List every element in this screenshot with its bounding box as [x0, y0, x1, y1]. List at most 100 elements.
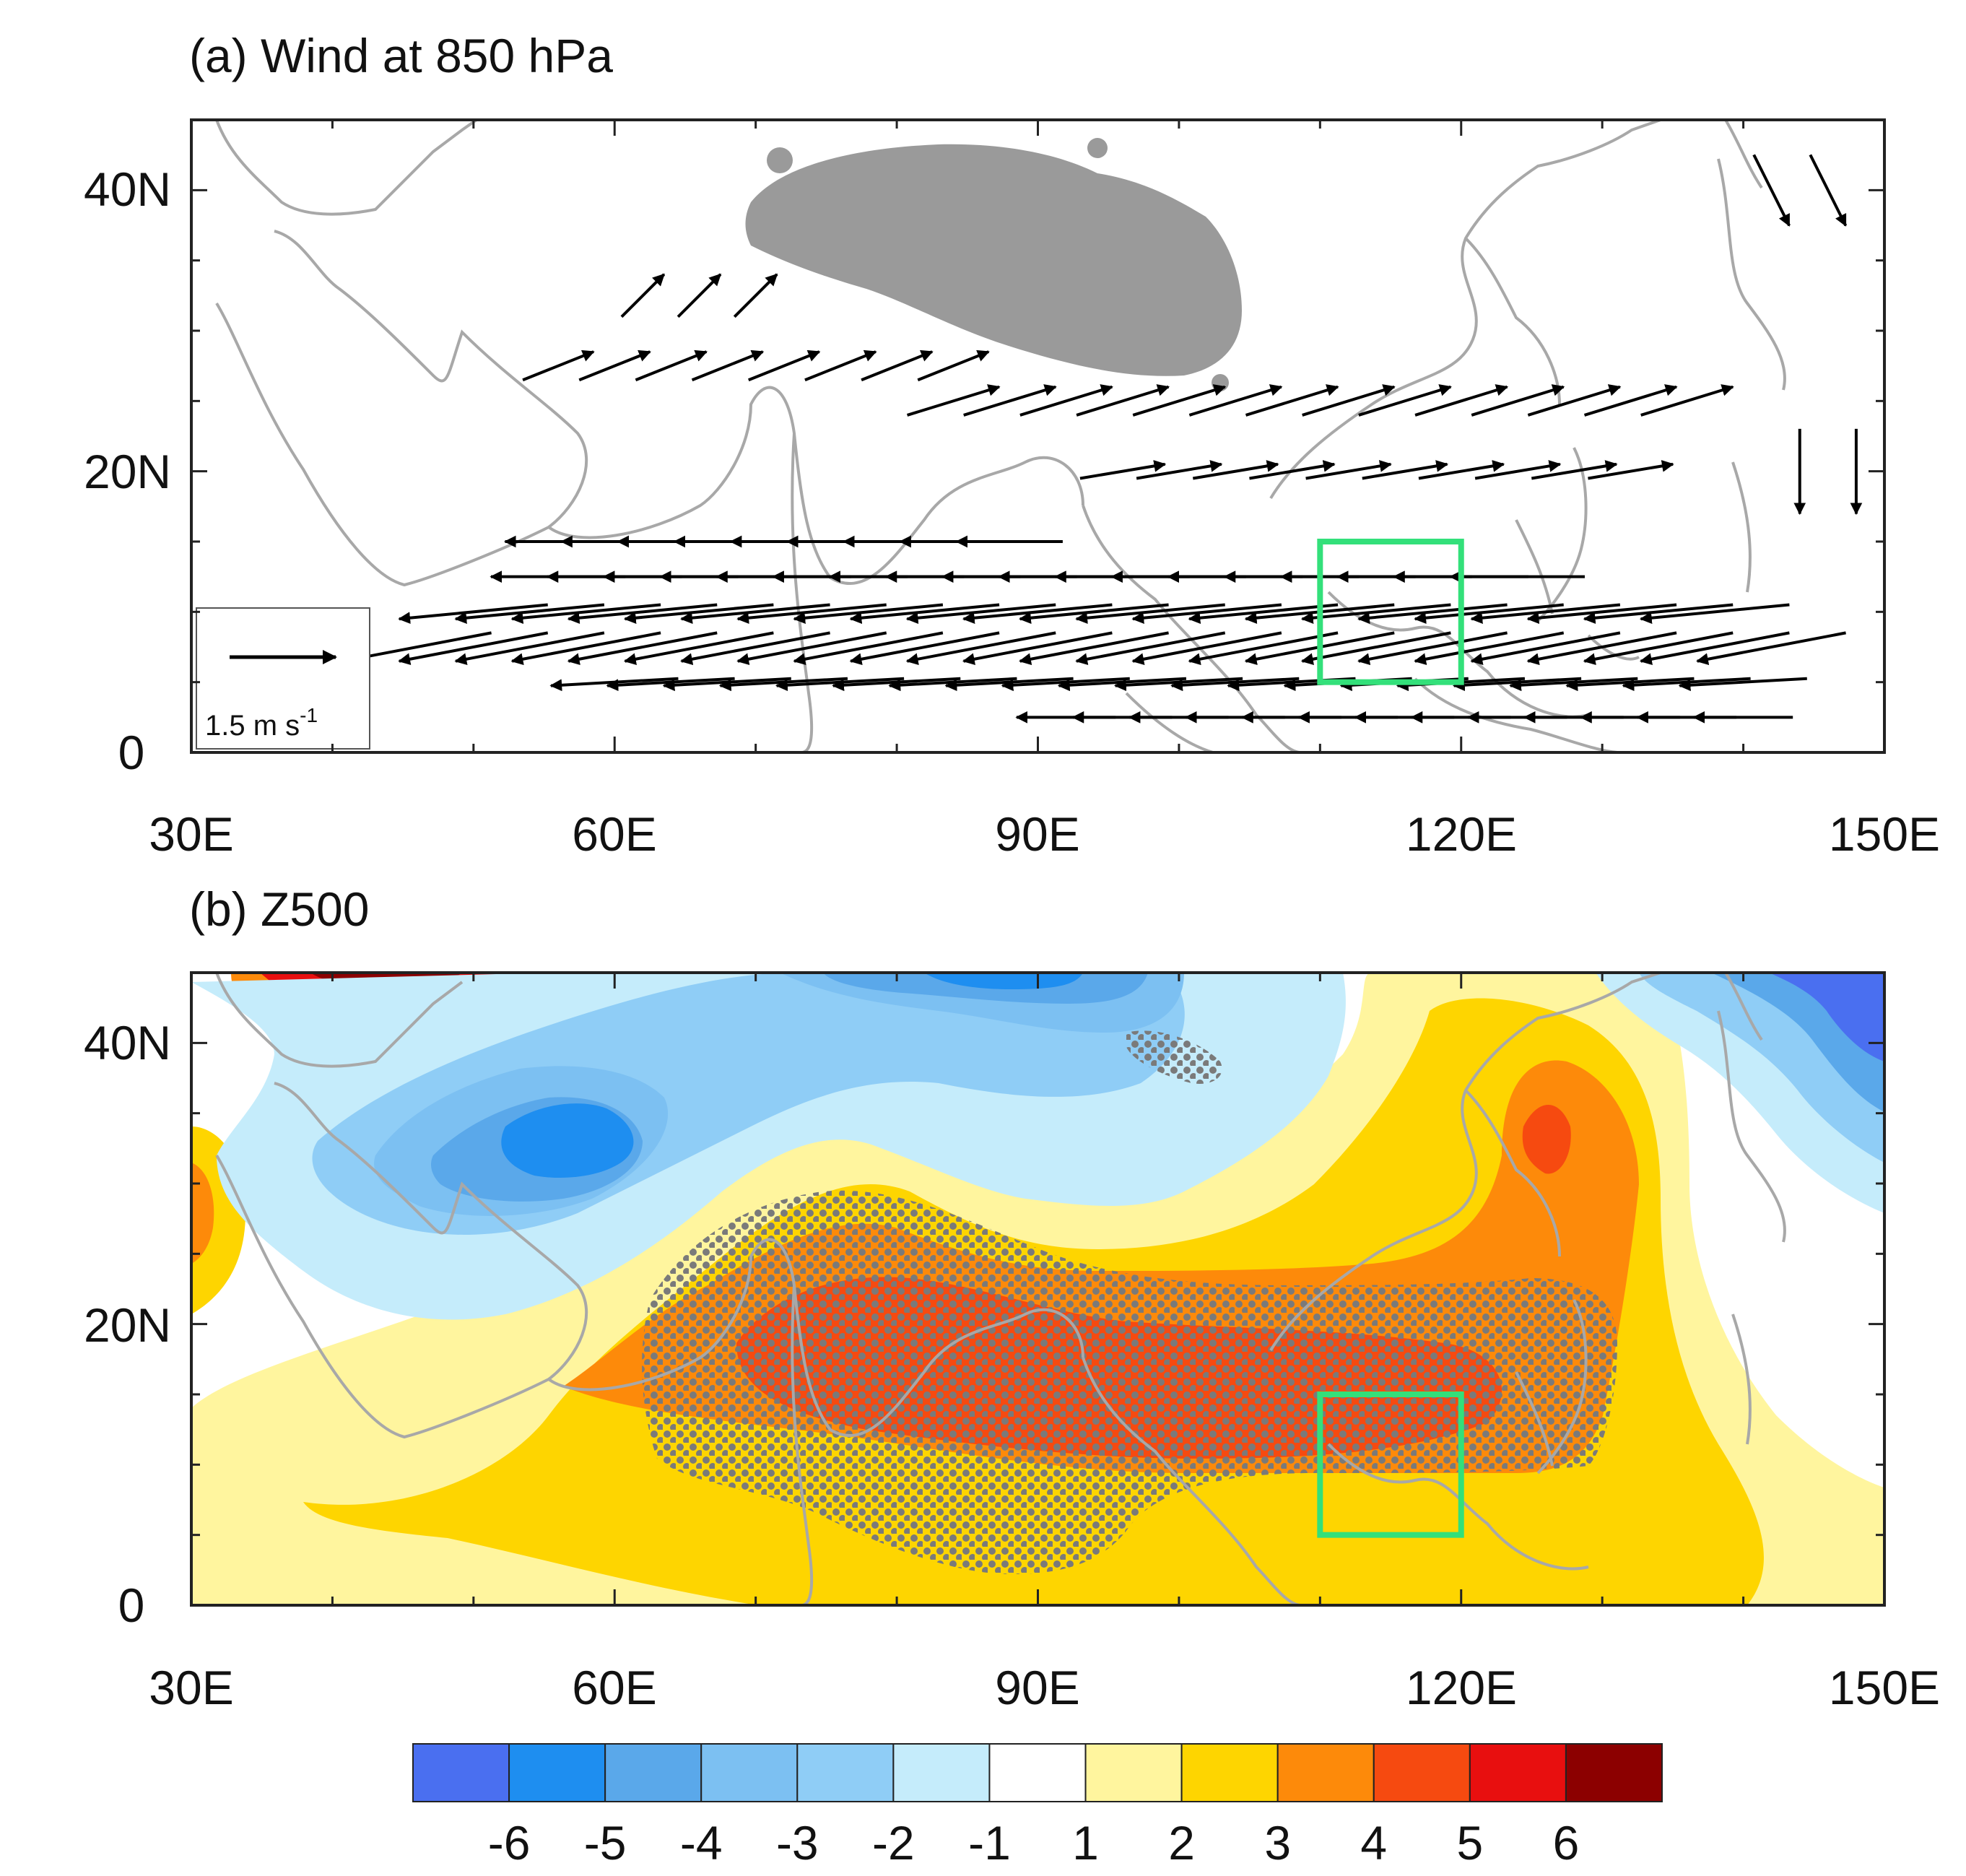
wind-vector [1019, 631, 1169, 666]
wind-vector [454, 603, 605, 625]
anomaly-west-edge-core [191, 1163, 214, 1264]
colorbar-swatch [1469, 1743, 1567, 1802]
wind-vector [1470, 631, 1621, 666]
anomaly-level-4-north [1522, 1105, 1571, 1174]
reference-vector-legend: 1.5 m s-1 [196, 607, 370, 750]
panel-a-xlabel-90e: 90E [995, 807, 1079, 861]
wind-vector [1075, 631, 1226, 666]
wind-vector [1531, 460, 1618, 480]
colorbar: -6 -5 -4 -3 -2 -1 1 2 3 4 5 6 [412, 1743, 1663, 1870]
panel-a-xlabel-30e: 30E [149, 807, 233, 861]
panel-a-x-labels: 30E 60E 90E 120E 150E [149, 807, 1940, 861]
panel-a: (a) Wind at 850 hPa [84, 29, 1940, 861]
panel-a-coastlines [215, 120, 1786, 752]
wind-vector [1192, 460, 1279, 480]
wind-vector [522, 349, 595, 382]
wind-vector [1588, 460, 1674, 480]
wind-vector [1583, 603, 1734, 625]
wind-vector [1075, 603, 1225, 625]
wind-vector [578, 349, 651, 382]
wind-vector [849, 631, 1000, 666]
panel-b-ylabel-20n: 20N [84, 1298, 171, 1352]
colorbar-swatch [700, 1743, 799, 1802]
wind-vector [1526, 603, 1677, 625]
wind-vector [567, 603, 718, 625]
colorbar-swatch [508, 1743, 606, 1802]
wind-vector [680, 631, 830, 666]
panel-a-ylabel-20n: 20N [84, 445, 171, 498]
wind-vector [1583, 631, 1734, 666]
wind-vector [1474, 460, 1562, 480]
colorbar-label: 5 [1456, 1816, 1483, 1870]
colorbar-label: 2 [1168, 1816, 1195, 1870]
wind-vector [1471, 384, 1565, 417]
panel-a-xlabel-120e: 120E [1406, 807, 1517, 861]
panel-a-title: (a) Wind at 850 hPa [189, 29, 613, 82]
wind-vector [1696, 631, 1846, 666]
colorbar-swatch [1084, 1743, 1183, 1802]
colorbar-swatch [1180, 1743, 1279, 1802]
tibetan-plateau-mask [745, 144, 1242, 376]
panel-b-map-content [191, 973, 1884, 1605]
wind-vector [510, 603, 661, 625]
reference-vector-exponent: -1 [300, 704, 318, 726]
panel-b-ylabel-0: 0 [118, 1578, 145, 1632]
negative-anomaly-shading [191, 973, 1884, 1320]
wind-vector [1019, 384, 1113, 417]
wind-vector [1678, 677, 1807, 692]
wind-vector [454, 631, 605, 666]
panel-a-y-labels: 0 20N 40N [84, 162, 171, 779]
panel-b-ticks [190, 971, 1886, 1607]
panel-a-ylabel-40n: 40N [84, 162, 171, 216]
colorbar-swatch [412, 1743, 510, 1802]
wind-vector [1079, 460, 1167, 480]
wind-vector [1639, 631, 1790, 666]
panel-b-xlabel-120e: 120E [1406, 1661, 1517, 1714]
wind-vector [677, 273, 722, 318]
colorbar-label: -1 [968, 1816, 1011, 1870]
wind-vector [1640, 384, 1734, 417]
wind-vector [1583, 384, 1678, 417]
wind-vectors [342, 154, 1863, 724]
wind-vector [1019, 603, 1169, 625]
wind-vector [963, 384, 1057, 417]
panel-b: (b) Z500 [84, 882, 1940, 1714]
wind-vector [567, 631, 718, 666]
plateau-dot [767, 147, 793, 173]
reference-vector-label: 1.5 m s-1 [205, 704, 318, 742]
reference-vector-text: 1.5 m s [205, 710, 300, 742]
wind-vector [1305, 460, 1392, 480]
wind-vector [1414, 631, 1565, 666]
panel-b-target-box [1317, 1391, 1464, 1538]
plateau-dot [1087, 138, 1108, 158]
colorbar-swatch [1373, 1743, 1471, 1802]
wind-vector [1136, 460, 1223, 480]
panel-b-y-labels: 0 20N 40N [84, 1016, 171, 1632]
wind-vector [620, 273, 666, 318]
colorbar-label: -2 [872, 1816, 915, 1870]
wind-vector [1470, 603, 1621, 625]
wind-vector [1526, 631, 1677, 666]
colorbar-label: 6 [1553, 1816, 1580, 1870]
wind-vector [793, 631, 944, 666]
reference-vector-frame [196, 607, 370, 750]
wind-vector [1188, 603, 1339, 625]
wind-vector [691, 349, 765, 382]
panel-b-xlabel-30e: 30E [149, 1661, 233, 1714]
panel-a-ylabel-0: 0 [118, 726, 145, 779]
panel-a-map-content [215, 120, 1863, 752]
colorbar-label: -4 [680, 1816, 723, 1870]
wind-vector [1752, 154, 1791, 227]
colorbar-label: 3 [1264, 1816, 1291, 1870]
panel-b-title: (b) Z500 [189, 882, 369, 936]
wind-vector [793, 603, 944, 625]
wind-vector [1245, 384, 1339, 417]
wind-vector [1249, 460, 1336, 480]
wind-vector [398, 603, 548, 625]
panel-a-target-box [1317, 539, 1464, 685]
colorbar-swatch [892, 1743, 991, 1802]
wind-vector [1418, 460, 1505, 480]
wind-vector [962, 603, 1113, 625]
colorbar-label: -5 [584, 1816, 627, 1870]
